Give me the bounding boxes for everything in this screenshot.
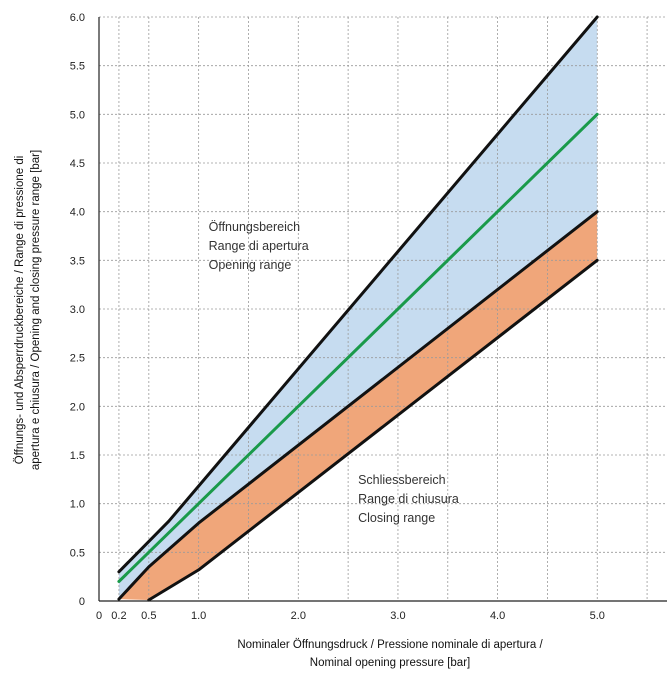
y-tick-label: 5.0: [70, 109, 85, 121]
y-tick-label: 4.5: [70, 158, 85, 170]
x-tick-label: 5.0: [590, 610, 605, 622]
y-axis-title-line-2: apertura e chiusura / Opening and closin…: [30, 150, 42, 470]
x-tick-label: 0.5: [141, 610, 156, 622]
x-tick-label: 2.0: [291, 610, 306, 622]
y-tick-label: 4.0: [70, 207, 85, 219]
x-tick-label: 0.2: [111, 610, 126, 622]
x-tick-label: 4.0: [490, 610, 505, 622]
y-tick-label: 3.5: [70, 255, 85, 267]
y-tick-label: 1.5: [70, 450, 85, 462]
y-tick-label: 3.0: [70, 304, 85, 316]
x-tick-label: 1.0: [191, 610, 206, 622]
y-tick-label: 0.5: [70, 547, 85, 559]
annotation-opening-line: Opening range: [209, 258, 292, 272]
annotation-closing-line: Closing range: [358, 511, 435, 525]
annotation-closing-line: Range di chiusura: [358, 492, 459, 506]
x-tick-label: 3.0: [390, 610, 405, 622]
y-axis-title-line-1: Öffnungs- und Absperrdruckbereiche / Ran…: [14, 156, 26, 465]
annotation-opening-line: Range di apertura: [209, 239, 309, 253]
y-tick-label: 1.0: [70, 499, 85, 511]
y-tick-label: 6.0: [70, 12, 85, 24]
y-tick-label: 2.5: [70, 353, 85, 365]
annotation-closing-line: Schliessbereich: [358, 473, 446, 487]
y-tick-label: 2.0: [70, 401, 85, 413]
y-tick-label: 0: [79, 596, 85, 608]
x-axis-title-line-1: Nominaler Öffnungsdruck / Pressione nomi…: [237, 639, 543, 651]
x-axis-title-line-2: Nominal opening pressure [bar]: [310, 657, 470, 669]
y-tick-label: 5.5: [70, 61, 85, 73]
annotation-opening-line: Öffnungsbereich: [209, 220, 301, 234]
x-tick-label: 0: [96, 610, 102, 622]
